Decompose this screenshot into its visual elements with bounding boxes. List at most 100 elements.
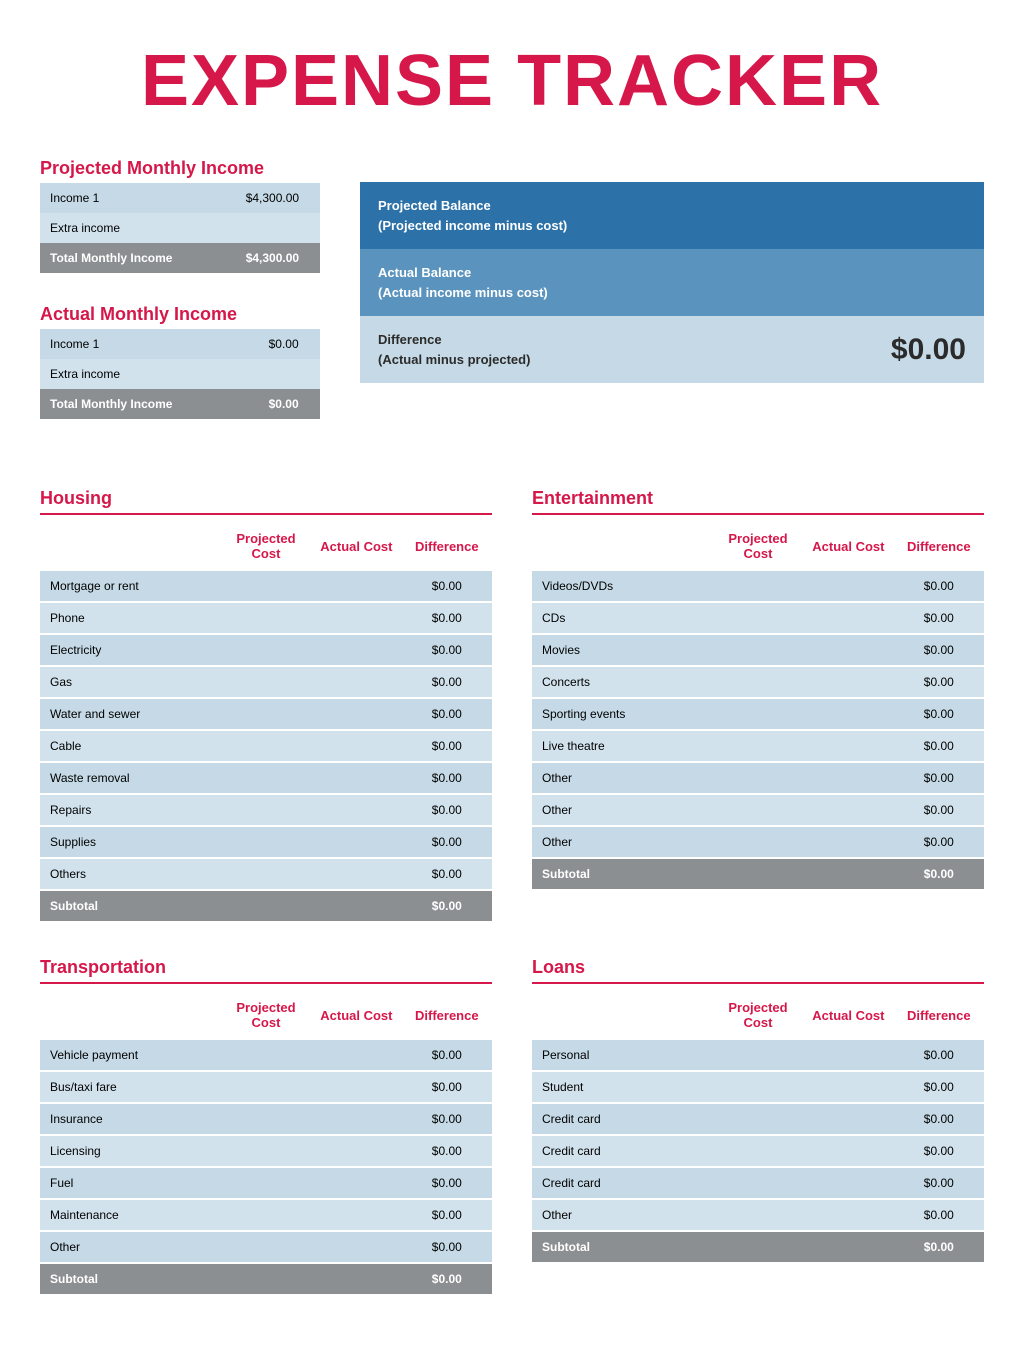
category-heading: Housing (40, 484, 492, 513)
item-label: Water and sewer (40, 699, 221, 729)
difference-amount: $0.00 (891, 333, 966, 367)
table-row: Bus/taxi fare$0.00 (40, 1072, 492, 1102)
balance-sublabel: (Actual income minus cost) (378, 283, 966, 303)
subtotal-row: Subtotal$0.00 (40, 1264, 492, 1294)
table-row: Live theatre$0.00 (532, 731, 984, 761)
item-difference: $0.00 (894, 603, 984, 633)
item-difference: $0.00 (894, 699, 984, 729)
table-row: Student$0.00 (532, 1072, 984, 1102)
page-title: EXPENSE TRACKER (40, 40, 984, 122)
table-row: Repairs $0.00 (40, 795, 492, 825)
category-heading: Transportation (40, 953, 492, 982)
category-heading: Loans (532, 953, 984, 982)
col-blank (532, 992, 713, 1038)
item-actual (803, 827, 893, 857)
income-value (247, 359, 320, 389)
item-difference: $0.00 (894, 1136, 984, 1166)
item-difference: $0.00 (402, 699, 492, 729)
item-difference: $0.00 (402, 635, 492, 665)
item-difference: $0.00 (894, 571, 984, 601)
item-difference: $0.00 (402, 603, 492, 633)
item-difference: $0.00 (402, 1040, 492, 1070)
item-actual (803, 1200, 893, 1230)
item-projected (221, 1072, 311, 1102)
item-difference: $0.00 (894, 1200, 984, 1230)
table-header-row: Projected CostActual CostDifference (40, 992, 492, 1038)
item-actual (803, 1040, 893, 1070)
category-block: EntertainmentProjected CostActual CostDi… (532, 484, 984, 923)
table-row: Supplies$0.00 (40, 827, 492, 857)
item-label: Credit card (532, 1104, 713, 1134)
expense-table: Projected CostActual CostDifferenceVehic… (40, 990, 492, 1296)
actual-income-heading: Actual Monthly Income (40, 298, 320, 329)
item-projected (713, 1200, 803, 1230)
item-label: Movies (532, 635, 713, 665)
table-row: Phone$0.00 (40, 603, 492, 633)
col-actual: Actual Cost (803, 992, 893, 1038)
item-actual (311, 827, 401, 857)
col-difference: Difference (894, 523, 984, 569)
item-difference: $0.00 (894, 763, 984, 793)
item-label: Repairs (40, 795, 221, 825)
subtotal-row: Subtotal$0.00 (532, 859, 984, 889)
item-actual (311, 699, 401, 729)
subtotal-blank (713, 859, 803, 889)
item-actual (311, 1200, 401, 1230)
item-label: Fuel (40, 1168, 221, 1198)
subtotal-label: Subtotal (532, 859, 713, 889)
item-projected (713, 1168, 803, 1198)
total-row: Total Monthly Income $0.00 (40, 389, 320, 419)
item-label: Insurance (40, 1104, 221, 1134)
col-actual: Actual Cost (311, 992, 401, 1038)
item-projected (713, 1136, 803, 1166)
item-difference: $0.00 (402, 731, 492, 761)
item-projected (713, 635, 803, 665)
table-row: Other$0.00 (40, 1232, 492, 1262)
table-header-row: Projected CostActual CostDifference (532, 992, 984, 1038)
income-column: Projected Monthly Income Income 1 $4,300… (40, 152, 320, 444)
table-row: Other$0.00 (532, 827, 984, 857)
income-label: Income 1 (40, 329, 247, 359)
item-projected (713, 795, 803, 825)
item-label: Electricity (40, 635, 221, 665)
category-block: Housing Projected CostActual CostDifferen… (40, 484, 492, 923)
item-actual (803, 603, 893, 633)
item-label: Waste removal (40, 763, 221, 793)
item-label: Videos/DVDs (532, 571, 713, 601)
category-block: Transportation Projected CostActual CostD… (40, 953, 492, 1296)
table-row: Income 1 $0.00 (40, 329, 320, 359)
subtotal-blank (221, 891, 311, 921)
item-actual (311, 603, 401, 633)
col-projected: Projected Cost (221, 992, 311, 1038)
item-actual (311, 731, 401, 761)
table-row: Extra income (40, 359, 320, 389)
table-row: Maintenance$0.00 (40, 1200, 492, 1230)
expense-table: Projected CostActual CostDifferenceMortg… (40, 521, 492, 923)
category-underline (40, 982, 492, 984)
total-value: $0.00 (247, 389, 320, 419)
col-blank (40, 992, 221, 1038)
item-difference: $0.00 (402, 795, 492, 825)
item-projected (713, 731, 803, 761)
category-block: Loans Projected CostActual CostDifference… (532, 953, 984, 1296)
table-row: Gas$0.00 (40, 667, 492, 697)
item-actual (803, 667, 893, 697)
item-difference: $0.00 (894, 795, 984, 825)
item-difference: $0.00 (894, 731, 984, 761)
item-projected (713, 571, 803, 601)
item-actual (311, 571, 401, 601)
item-difference: $0.00 (894, 667, 984, 697)
item-label: Others (40, 859, 221, 889)
income-label: Income 1 (40, 183, 225, 213)
item-difference: $0.00 (894, 635, 984, 665)
item-actual (311, 1136, 401, 1166)
item-difference: $0.00 (894, 827, 984, 857)
item-actual (311, 667, 401, 697)
expense-table: Projected CostActual CostDifferencePerso… (532, 990, 984, 1264)
balance-sublabel: (Projected income minus cost) (378, 216, 966, 236)
item-projected (221, 1136, 311, 1166)
table-row: Personal$0.00 (532, 1040, 984, 1070)
item-actual (311, 635, 401, 665)
item-projected (221, 763, 311, 793)
item-label: Maintenance (40, 1200, 221, 1230)
